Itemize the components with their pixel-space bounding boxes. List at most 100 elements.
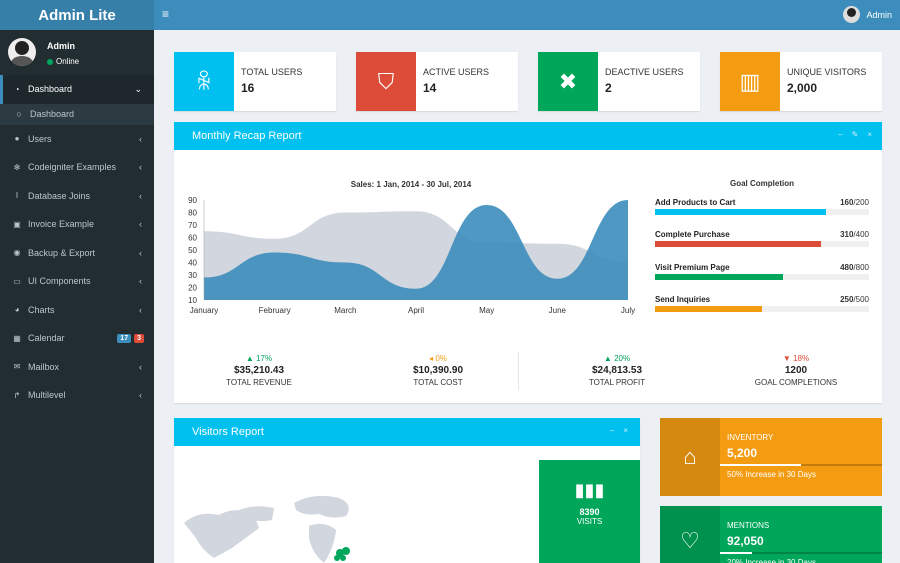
info-box-unique-visitors: ▥ UNIQUE VISITORS 2,000 <box>720 52 882 111</box>
chevron-left-icon: ‹ <box>139 361 142 372</box>
side-box-progress-fill <box>720 552 753 554</box>
goal-progress: Visit Premium Page 480/800 <box>655 263 869 280</box>
chevron-left-icon: ‹ <box>139 162 142 173</box>
world-map[interactable] <box>174 448 524 563</box>
series-area-1 <box>204 200 628 300</box>
sales-area-chart: 10 20 30 40 50 60 70 80 90 January February March Ap… <box>188 196 635 315</box>
goal-bar-fill <box>655 306 762 312</box>
user-icon: ● <box>14 134 20 144</box>
info-box-deactive-users: ✖ DEACTIVE USERS 2 <box>538 52 700 111</box>
sidebar-item-users[interactable]: ● Users ‹ <box>0 125 154 154</box>
goal-label: Add Products to Cart <box>655 198 736 207</box>
sidebar-item-invoice-example[interactable]: ▣ Invoice Example ‹ <box>0 210 154 239</box>
sidebar-item-ui-components[interactable]: ▭ UI Components ‹ <box>0 267 154 296</box>
sidebar-item-label: Charts <box>28 304 55 315</box>
goal-bar <box>655 274 869 280</box>
chevron-left-icon: ‹ <box>139 276 142 287</box>
panel-title: Monthly Recap Report <box>192 130 302 142</box>
snowflake-icon: ✻ <box>13 162 21 172</box>
goal-total: /200 <box>853 198 869 207</box>
sidebar-item-label: Dashboard <box>28 84 73 95</box>
sidebar-item-dashboard[interactable]: ◔ Dashboard ⌄ <box>0 75 154 104</box>
info-box-value: 14 <box>423 81 437 95</box>
goal-value: 310/400 <box>840 230 869 239</box>
goal-bar-fill <box>655 274 784 280</box>
envelope-icon: ✉ <box>13 362 21 372</box>
y-tick-label: 10 <box>188 296 197 305</box>
info-box-inventory: ⌂ INVENTORY 5,200 50% Increase in 30 Day… <box>660 418 882 496</box>
goal-completion-title: Goal Completion <box>730 179 794 188</box>
user-menu-name: Admin <box>866 9 892 20</box>
heart-icon: ♡ <box>660 506 720 563</box>
goal-value: 160/200 <box>840 198 869 207</box>
close-icon[interactable]: × <box>623 426 628 435</box>
sidebar-toggle-icon[interactable]: ≡ <box>162 7 170 21</box>
chevron-left-icon: ‹ <box>139 219 142 230</box>
y-tick-label: 80 <box>188 209 197 218</box>
sidebar-item-label: Backup & Export <box>28 247 96 258</box>
sidebar-item-label: Invoice Example <box>28 219 95 230</box>
share-icon: ↱ <box>13 390 21 400</box>
goal-label: Send Inquiries <box>655 295 711 304</box>
money-icon: ▣ <box>13 219 21 229</box>
stat-caption: TOTAL PROFIT <box>588 378 646 387</box>
avatar <box>843 6 861 23</box>
side-box-value: 92,050 <box>727 534 764 548</box>
sidebar-item-codeigniter-examples[interactable]: ✻ Codeigniter Examples ‹ <box>0 153 154 182</box>
top-navbar: ≡ Admin <box>154 0 900 30</box>
sidebar-item-label: Multilevel <box>28 390 66 401</box>
goal-total: /500 <box>853 295 869 304</box>
visits-label: VISITS <box>576 517 603 526</box>
y-tick-label: 50 <box>188 246 197 255</box>
panel-header: Visitors Report – × <box>174 418 640 446</box>
sidebar-item-backup-export[interactable]: ◉ Backup & Export ‹ <box>0 239 154 268</box>
badge-group: 17 3 <box>117 333 144 343</box>
cursor-icon: I <box>15 191 19 201</box>
sidebar-item-label: Database Joins <box>28 190 91 201</box>
dashboard-icon: ◔ <box>14 84 20 94</box>
chart-title: Sales: 1 Jan, 2014 - 30 Jul, 2014 <box>350 180 472 189</box>
info-box-value: 2 <box>605 81 612 95</box>
stat-caption: TOTAL REVENUE <box>226 378 292 387</box>
tag-icon: ⌂ <box>660 418 720 496</box>
side-box-description: 20% Increase in 30 Days <box>727 558 816 563</box>
recap-stat: ▲ 17% $35,210.43 TOTAL REVENUE <box>170 354 348 387</box>
goal-progress: Complete Purchase 310/400 <box>655 230 869 247</box>
info-box-value: 16 <box>241 81 255 95</box>
info-box-mentions: ♡ MENTIONS 92,050 20% Increase in 30 Day… <box>660 506 882 563</box>
goal-progress: Add Products to Cart 160/200 <box>655 198 869 215</box>
user-status-label: Online <box>56 57 80 66</box>
goal-bar-fill <box>655 209 827 215</box>
sidebar-item-database-joins[interactable]: I Database Joins ‹ <box>0 182 154 211</box>
info-box-active-users: ⛉ ACTIVE USERS 14 <box>356 52 518 111</box>
goal-progress: Send Inquiries 250/500 <box>655 295 869 312</box>
info-box-value: 2,000 <box>787 81 818 95</box>
info-box-total-users: ꆜ TOTAL USERS 16 <box>174 52 336 111</box>
goal-bar-fill <box>655 241 821 247</box>
sidebar-item-multilevel[interactable]: ↱ Multilevel ‹ <box>0 381 154 410</box>
users-icon: ꆜ <box>174 52 234 111</box>
collapse-icon[interactable]: – <box>609 426 615 435</box>
pie-chart-icon: ◕ <box>14 305 20 315</box>
sidebar-item-calendar[interactable]: ▦ Calendar 17 3 <box>0 324 154 353</box>
goal-done: 160 <box>840 198 854 207</box>
sidebar-item-charts[interactable]: ◕ Charts ‹ <box>0 296 154 325</box>
wrench-icon[interactable]: ✎ <box>851 130 859 139</box>
sidebar-item-label: Mailbox <box>28 361 60 372</box>
sidebar-item-dashboard[interactable]: ○ Dashboard <box>0 103 154 125</box>
stat-percentage: ▲ 17% <box>245 354 273 363</box>
recap-stat: ◂ 0% $10,390.90 TOTAL COST <box>349 354 527 387</box>
x-tick-label: February <box>259 306 291 315</box>
goal-bar <box>655 209 869 215</box>
sidebar-item-mailbox[interactable]: ✉ Mailbox ‹ <box>0 353 154 382</box>
calendar-icon: ▦ <box>13 333 21 343</box>
goal-value: 480/800 <box>840 263 869 272</box>
collapse-icon[interactable]: – <box>838 130 843 139</box>
user-status: Online <box>47 57 79 66</box>
app-logo[interactable]: Admin Lite <box>0 0 154 30</box>
user-menu[interactable]: Admin <box>843 6 892 23</box>
stat-caption: TOTAL COST <box>413 378 463 387</box>
goal-value: 250/500 <box>840 295 869 304</box>
close-icon[interactable]: × <box>867 130 872 139</box>
goal-label: Complete Purchase <box>655 230 730 239</box>
